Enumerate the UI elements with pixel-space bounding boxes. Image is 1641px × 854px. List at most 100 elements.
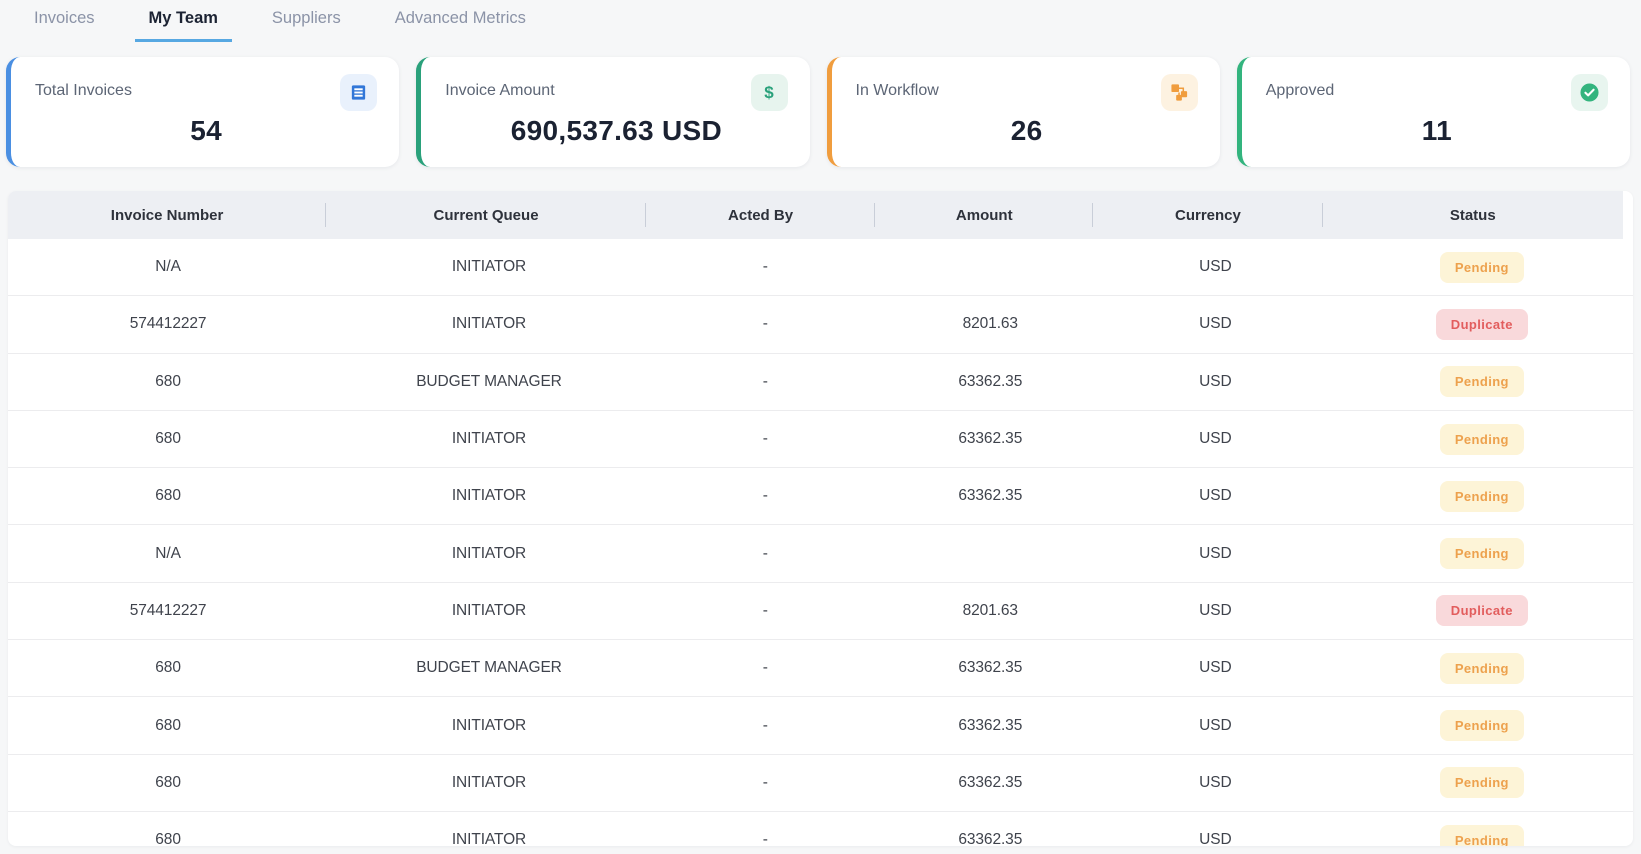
cell-acted-by: -: [762, 430, 768, 448]
stat-card-top: Total Invoices: [35, 74, 378, 111]
status-badge: Pending: [1439, 767, 1524, 799]
cell-currency: USD: [1199, 430, 1232, 448]
cell-invoice-number: 680: [155, 659, 181, 677]
cell-currency: USD: [1199, 601, 1232, 619]
cell-amount: 63362.35: [958, 372, 1023, 390]
cell-acted-by: -: [762, 487, 768, 505]
cell-current-queue: INITIATOR: [451, 430, 527, 448]
cell-acted-by: -: [762, 315, 768, 333]
cell-currency: USD: [1199, 315, 1232, 333]
table-row[interactable]: N/A INITIATOR - USD Pending: [8, 239, 1633, 297]
stat-card-value: 26: [1010, 115, 1043, 146]
status-badge: Pending: [1439, 538, 1524, 570]
cell-invoice-number: N/A: [155, 544, 181, 562]
check-circle-icon: [1571, 74, 1608, 111]
stat-card-in-workflow: In Workflow 26: [826, 57, 1220, 167]
cell-status: Pending: [1331, 423, 1633, 455]
tab-invoices[interactable]: Invoices: [34, 9, 95, 27]
invoice-list-icon: [340, 74, 378, 111]
stat-card-label: In Workflow: [855, 82, 939, 99]
cell-acted-by: -: [762, 659, 768, 677]
table-row[interactable]: N/A INITIATOR - USD Pending: [8, 525, 1633, 583]
cell-status: Pending: [1331, 366, 1633, 398]
stat-card-total-invoices: Total Invoices 54: [6, 57, 400, 167]
cell-currency: USD: [1199, 659, 1232, 677]
status-badge: Pending: [1439, 366, 1524, 398]
cell-acted-by: -: [762, 544, 768, 562]
cell-acted-by: -: [762, 773, 768, 791]
column-header-current-queue: Current Queue: [326, 191, 646, 239]
cell-current-queue: BUDGET MANAGER: [416, 659, 562, 677]
cell-invoice-number: 680: [155, 487, 181, 505]
cell-status: Pending: [1331, 824, 1633, 846]
cell-invoice-number: 680: [155, 831, 181, 846]
cell-acted-by: -: [762, 831, 768, 846]
cell-invoice-number: 680: [155, 372, 181, 390]
table-row[interactable]: 574412227 INITIATOR - 8201.63 USD Duplicate: [8, 583, 1633, 641]
column-header-status: Status: [1449, 206, 1496, 224]
table-row[interactable]: 680 BUDGET MANAGER - 63362.35 USD Pending: [8, 640, 1633, 698]
cell-amount: 63362.35: [958, 831, 1023, 846]
cell-amount: 8201.63: [962, 315, 1018, 333]
column-header-amount: Amount: [875, 191, 1093, 239]
tab-advanced-metrics[interactable]: Advanced Metrics: [394, 9, 526, 27]
cell-status: Pending: [1331, 767, 1633, 799]
stat-cards: Total Invoices 54 Invoice Amount $690,537.6…: [6, 57, 1630, 167]
status-badge: Duplicate: [1435, 308, 1528, 340]
cell-acted-by: -: [762, 601, 768, 619]
table-row[interactable]: 574412227 INITIATOR - 8201.63 USD Duplicate: [8, 296, 1633, 354]
cell-amount: 63362.35: [958, 487, 1023, 505]
cell-currency: USD: [1199, 773, 1232, 791]
cell-invoice-number: 680: [155, 773, 181, 791]
cell-status: Pending: [1331, 251, 1633, 283]
cell-amount: 8201.63: [962, 601, 1018, 619]
cell-current-queue: INITIATOR: [451, 258, 527, 276]
table-header: Invoice Number Current Queue Acted By Amoun…: [8, 191, 1623, 239]
cell-invoice-number: 680: [155, 430, 181, 448]
cell-status: Duplicate: [1331, 595, 1633, 627]
table-row[interactable]: 680 INITIATOR - 63362.35 USD Pending: [8, 697, 1633, 755]
cell-amount: 63362.35: [958, 773, 1023, 791]
cell-amount: 63362.35: [958, 716, 1023, 734]
cell-currency: USD: [1199, 258, 1232, 276]
cell-acted-by: -: [762, 372, 768, 390]
tab-my-team[interactable]: My Team: [134, 1, 232, 42]
column-header-currency: Currency: [1093, 191, 1322, 239]
cell-currency: USD: [1199, 544, 1232, 562]
invoices-table-container: Invoice Number Current Queue Acted By Amoun…: [8, 191, 1633, 846]
table-row[interactable]: 680 INITIATOR - 63362.35 USD Pending: [8, 468, 1633, 526]
tab-suppliers[interactable]: Suppliers: [271, 9, 341, 27]
cell-status: Pending: [1331, 652, 1633, 684]
status-badge: Pending: [1439, 710, 1524, 742]
cell-currency: USD: [1199, 831, 1232, 846]
stat-card-value: 690,537.63 USD: [510, 115, 722, 146]
cell-current-queue: INITIATOR: [451, 315, 527, 333]
cell-invoice-number: 574412227: [129, 315, 207, 333]
stat-card-label: Total Invoices: [35, 82, 132, 99]
cell-acted-by: -: [762, 258, 768, 276]
stat-card-value: 54: [190, 115, 222, 146]
cell-acted-by: -: [762, 716, 768, 734]
cell-current-queue: INITIATOR: [451, 773, 527, 791]
tab-bar: Invoices My Team Suppliers Advanced Metrics: [0, 0, 1641, 42]
cell-status: Duplicate: [1331, 308, 1633, 340]
cell-invoice-number: 574412227: [129, 601, 207, 619]
table-row[interactable]: 680 INITIATOR - 63362.35 USD Pending: [8, 411, 1633, 469]
cell-status: Pending: [1331, 538, 1633, 570]
table-row[interactable]: 680 INITIATOR - 63362.35 USD Pending: [8, 812, 1633, 846]
cell-currency: USD: [1199, 372, 1232, 390]
cell-amount: 63362.35: [958, 430, 1023, 448]
cell-currency: USD: [1199, 716, 1232, 734]
status-badge: Pending: [1439, 480, 1524, 512]
stat-card-label: Approved: [1265, 82, 1335, 99]
cell-current-queue: INITIATOR: [451, 716, 527, 734]
column-header-invoice-number: Invoice Number: [8, 191, 326, 239]
table-row[interactable]: 680 INITIATOR - 63362.35 USD Pending: [8, 755, 1633, 812]
status-badge: Duplicate: [1435, 595, 1528, 627]
status-badge: Pending: [1439, 423, 1524, 455]
cell-status: Pending: [1331, 480, 1633, 512]
table-row[interactable]: 680 BUDGET MANAGER - 63362.35 USD Pending: [8, 354, 1633, 411]
stat-card-invoice-amount: Invoice Amount $690,537.63 USD: [416, 57, 810, 167]
stat-card-label: Invoice Amount: [445, 82, 555, 99]
